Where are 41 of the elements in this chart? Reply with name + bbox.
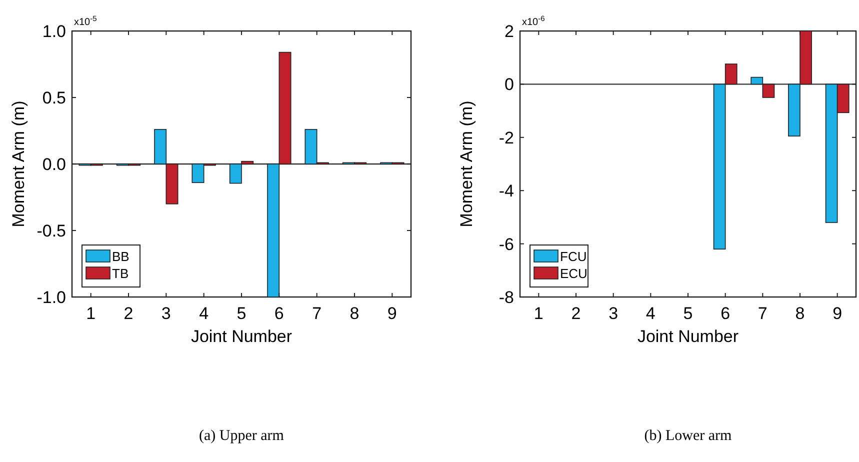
y-tick-label: -2 bbox=[498, 128, 514, 148]
x-tick-label: 1 bbox=[534, 304, 544, 323]
y-tick-label: 2 bbox=[504, 22, 514, 41]
y-tick-label: -8 bbox=[498, 288, 514, 307]
text: x10$^{-6}$ bbox=[522, 14, 545, 28]
text: (a) Upper arm bbox=[199, 428, 284, 444]
x-tick-label: 3 bbox=[161, 304, 171, 323]
y-tick-label: 1.0 bbox=[42, 22, 66, 41]
legend-label: ECU bbox=[560, 266, 588, 281]
x-tick-label: 2 bbox=[124, 304, 134, 323]
y-tick-label: -6 bbox=[498, 234, 514, 254]
x-tick-label: 1 bbox=[86, 304, 96, 323]
y-tick-label: -1.0 bbox=[36, 288, 66, 307]
legend-label: FCU bbox=[560, 249, 587, 264]
y-tick-label: 0 bbox=[504, 75, 514, 94]
y-axis-title: Moment Arm (m) bbox=[457, 100, 476, 228]
legend-label: BB bbox=[112, 249, 130, 264]
x-axis-title: Joint Number bbox=[190, 327, 292, 346]
x-tick-label: 3 bbox=[608, 304, 618, 323]
x-tick-label: 5 bbox=[236, 304, 246, 323]
x-tick-label: 6 bbox=[720, 304, 730, 323]
x-tick-label: 9 bbox=[832, 304, 842, 323]
x-axis-title: Joint Number bbox=[637, 327, 739, 346]
x-tick-label: 8 bbox=[795, 304, 805, 323]
x-tick-label: 5 bbox=[683, 304, 693, 323]
y-tick-label: -0.5 bbox=[36, 222, 66, 240]
x-tick-label: 6 bbox=[274, 304, 284, 323]
text: x10$^{-5}$ bbox=[74, 14, 97, 28]
x-tick-label: 4 bbox=[199, 304, 209, 323]
legend-label: TB bbox=[112, 266, 129, 281]
x-tick-label: 2 bbox=[571, 304, 581, 323]
y-tick-label: 0.0 bbox=[42, 155, 66, 174]
x-tick-label: 4 bbox=[646, 304, 656, 323]
x-tick-label: 8 bbox=[350, 304, 360, 323]
x-tick-label: 7 bbox=[312, 304, 322, 323]
x-tick-label: 9 bbox=[387, 304, 397, 323]
y-tick-label: -4 bbox=[498, 182, 514, 201]
y-axis-title: Moment Arm (m) bbox=[9, 100, 28, 228]
y-tick-label: 0.5 bbox=[42, 88, 66, 108]
x-tick-label: 7 bbox=[758, 304, 768, 323]
text: (b) Lower arm bbox=[644, 428, 732, 444]
